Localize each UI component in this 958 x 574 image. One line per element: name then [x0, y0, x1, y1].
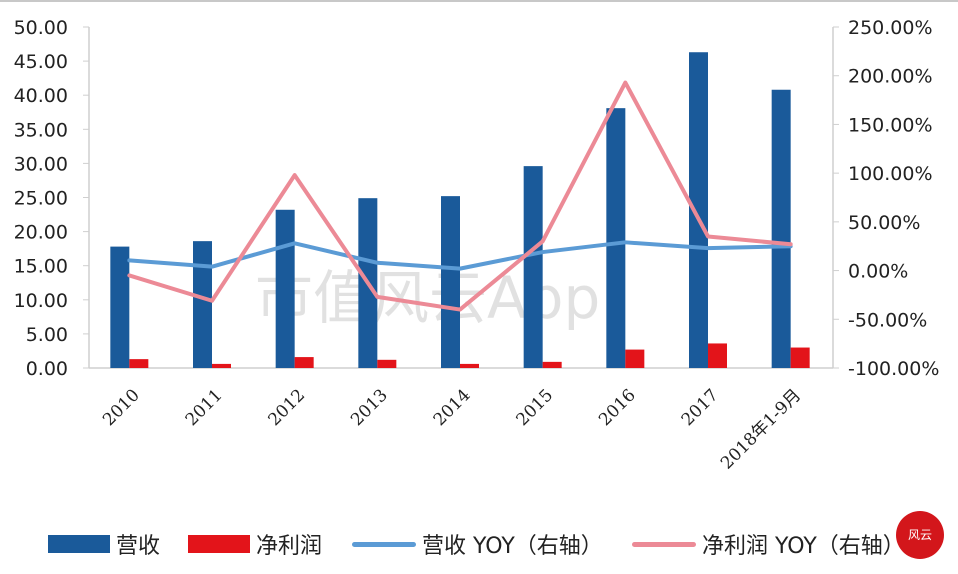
left-axis-tick: 30.00 [14, 153, 68, 175]
right-axis-tick: 100.00% [848, 163, 933, 185]
left-axis-tick: 50.00 [14, 17, 68, 39]
right-axis-tick: -100.00% [848, 358, 939, 380]
right-axis-tick: 0.00% [848, 261, 908, 283]
legend-label-net-profit-yoy: 净利润 YOY（右轴） [702, 534, 905, 559]
legend-label-net-profit: 净利润 [256, 534, 323, 559]
left-axis-tick: 25.00 [14, 188, 68, 210]
bar-revenue [193, 241, 212, 368]
bar-revenue [110, 246, 130, 368]
watermark: 市值风云App [255, 264, 600, 332]
x-axis-label: 2014 [430, 385, 475, 430]
x-axis-label: 2017 [678, 385, 723, 430]
legend-swatch-net-profit [188, 535, 250, 553]
x-axis-label: 2016 [595, 385, 640, 430]
legend-item-revenue-yoy: 营收 YOY（右轴） [352, 522, 603, 566]
bar-revenue [441, 196, 460, 368]
left-axis-tick: 45.00 [14, 51, 68, 73]
legend-item-net-profit: 净利润 [188, 522, 322, 566]
bar-net-profit [129, 359, 149, 368]
bar-net-profit [212, 363, 231, 368]
legend-label-revenue-yoy: 营收 YOY（右轴） [422, 534, 603, 559]
x-axis-label: 2010 [99, 385, 144, 430]
left-axis-tick: 0.00 [26, 358, 68, 380]
x-axis-label: 2013 [347, 385, 392, 430]
left-axis-tick: 35.00 [14, 119, 68, 141]
left-axis-tick: 15.00 [14, 256, 68, 278]
legend-swatch-revenue [48, 535, 110, 553]
bar-net-profit [625, 349, 645, 368]
line-net-profit-yoy [127, 80, 793, 312]
bar-revenue [771, 89, 791, 368]
legend: 营收 净利润 营收 YOY（右轴） 净利润 YOY（右轴） [0, 522, 958, 566]
x-axis-label: 2018年1-9月 [717, 385, 805, 473]
legend-swatch-revenue-yoy [352, 541, 416, 547]
right-axis-tick: 50.00% [848, 212, 920, 234]
right-axis-tick: 150.00% [848, 114, 933, 136]
combo-chart: 市值风云App 0.00 5.00 10.00 15.00 20.00 25.00 30.00… [14, 17, 940, 474]
x-axis-label: 2012 [264, 385, 309, 430]
right-axis-tick: -50.00% [848, 309, 927, 331]
left-axis-tick: 5.00 [26, 324, 68, 346]
left-axis-tick: 10.00 [14, 290, 68, 312]
bar-revenue [689, 52, 708, 368]
bar-revenue [275, 209, 295, 368]
bar-net-profit [790, 347, 810, 368]
right-axis-tick: 200.00% [848, 66, 933, 88]
x-axis-label: 2015 [512, 385, 557, 430]
legend-swatch-net-profit-yoy [632, 541, 696, 547]
left-axis-tick: 20.00 [14, 222, 68, 244]
legend-item-net-profit-yoy: 净利润 YOY（右轴） [632, 522, 905, 566]
bar-revenue [523, 166, 543, 368]
brand-stamp-icon: 风云 [896, 511, 944, 559]
bar-net-profit [542, 361, 562, 368]
bar-net-profit [377, 359, 397, 368]
legend-item-revenue: 营收 [48, 522, 160, 566]
bar-revenue [606, 108, 626, 369]
right-axis-tick: 250.00% [848, 17, 933, 39]
legend-label-revenue: 营收 [116, 534, 161, 559]
x-axis-label: 2011 [182, 385, 227, 430]
bar-net-profit [294, 357, 314, 368]
left-axis-tick: 40.00 [14, 85, 68, 107]
bar-net-profit [708, 343, 727, 368]
bar-net-profit [460, 363, 479, 368]
